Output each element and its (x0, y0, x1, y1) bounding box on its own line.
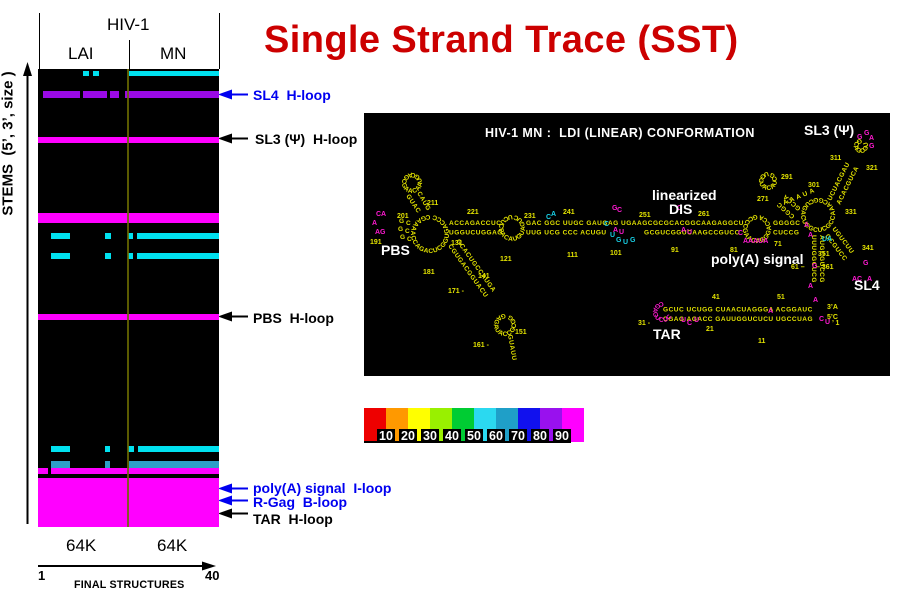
svg-text:linearized: linearized (652, 187, 717, 203)
svg-text:141: 141 (478, 273, 490, 280)
svg-text:CA: CA (376, 211, 386, 218)
svg-text:AG: AG (375, 229, 386, 236)
svg-text:321: 321 (866, 165, 878, 172)
svg-text:G: G (612, 205, 618, 212)
svg-text:G: G (857, 134, 863, 141)
svg-text:G: G (398, 226, 404, 233)
svg-text:G: G (863, 260, 869, 267)
svg-text:51: 51 (777, 294, 785, 301)
svg-text:231: 231 (524, 213, 536, 220)
svg-text:UA: UA (822, 236, 832, 243)
svg-text:271: 271 (757, 196, 769, 203)
svg-text:AUGCGUCCG: AUGCGUCCG (818, 235, 825, 283)
svg-text:61 –: 61 – (791, 264, 805, 271)
svg-text:A: A (808, 283, 813, 290)
svg-text:G: G (812, 263, 818, 270)
svg-text:U: U (825, 319, 830, 326)
svg-text:TAR: TAR (653, 326, 681, 342)
svg-text:311: 311 (830, 155, 841, 162)
svg-text:A: A (613, 227, 618, 234)
svg-text:UUUGGCUCG: UUUGGCUCG (810, 235, 817, 283)
svg-text:CUCCG: CUCCG (773, 230, 799, 237)
svg-text:C: C (738, 230, 743, 237)
svg-text:111: 111 (567, 252, 578, 259)
svg-text:G: G (616, 237, 622, 244)
svg-text:G: G (869, 143, 875, 150)
svg-text:U: U (687, 229, 692, 236)
svg-text:G: G (400, 234, 406, 241)
svg-text:251: 251 (639, 212, 651, 219)
svg-text:A: A (804, 222, 809, 229)
svg-text:U: U (610, 232, 615, 239)
svg-text:PBS: PBS (381, 242, 410, 258)
svg-text:181: 181 (423, 269, 435, 276)
svg-text:3’A: 3’A (827, 304, 838, 311)
svg-text:91: 91 (671, 247, 679, 254)
svg-text:351: 351 (818, 251, 830, 258)
svg-text:221: 221 (467, 209, 479, 216)
svg-text:A: A (768, 308, 773, 315)
svg-text:A: A (869, 135, 874, 142)
svg-text:A: A (372, 220, 377, 227)
svg-text:SL3 (Ψ): SL3 (Ψ) (804, 122, 854, 138)
svg-text:C: C (617, 207, 622, 214)
svg-text:A: A (681, 227, 686, 234)
svg-text:171 -: 171 - (448, 288, 465, 295)
svg-text:201: 201 (397, 213, 409, 220)
svg-text:G: G (399, 218, 405, 225)
svg-text:poly(A) signal: poly(A) signal (711, 251, 804, 267)
svg-text:41: 41 (712, 294, 720, 301)
svg-text:C: C (407, 236, 412, 243)
svg-text:21: 21 (706, 326, 714, 333)
svg-text:G: G (630, 237, 636, 244)
svg-text:UGGUCUGGAG: UGGUCUGGAG (449, 230, 503, 237)
svg-text:A: A (551, 211, 556, 218)
svg-text:A: A (813, 297, 818, 304)
svg-text:G: G (864, 130, 870, 137)
svg-text:ACCAGACCUC: ACCAGACCUC (449, 220, 501, 227)
svg-text:191: 191 (370, 239, 382, 246)
svg-text:A: A (867, 276, 872, 283)
svg-text:151: 151 (515, 329, 527, 336)
svg-text:HIV-1 MN : LDI (LINEAR) CONFO: HIV-1 MN : LDI (LINEAR) CONFORMATION (485, 126, 755, 140)
svg-text:C: C (546, 214, 551, 221)
svg-text:101: 101 (610, 250, 622, 257)
svg-text:C: C (677, 205, 682, 212)
svg-text:U: U (694, 317, 699, 324)
svg-text:5’C: 5’C (827, 314, 838, 321)
svg-text:GCUC UCUGG CUAACUAGGGA ACGGAUC: GCUC UCUGG CUAACUAGGGA ACGGAUC (663, 307, 813, 314)
svg-text:291: 291 (781, 174, 793, 181)
svg-text:DIS: DIS (669, 201, 692, 217)
svg-text:C: C (819, 316, 824, 323)
svg-text:C: C (405, 228, 410, 235)
svg-text:241: 241 (563, 209, 575, 216)
svg-text:A: A (808, 232, 813, 239)
svg-text:301: 301 (808, 182, 820, 189)
svg-text:AAAUA: AAAUA (743, 238, 768, 245)
svg-text:31 -: 31 - (638, 320, 651, 327)
svg-text:81: 81 (730, 247, 738, 254)
svg-text:261: 261 (698, 211, 710, 218)
svg-text:211: 211 (427, 200, 438, 207)
svg-text:C: C (406, 220, 411, 227)
svg-text:131: 131 (451, 240, 463, 247)
svg-text:U: U (623, 239, 628, 246)
svg-text:CGAG AGACC GAUUGGUCUCU UGCCUAG: CGAG AGACC GAUUGGUCUCU UGCCUAG (663, 316, 813, 323)
svg-text:C: C (687, 320, 692, 327)
svg-text:71: 71 (774, 241, 782, 248)
svg-text:C: C (604, 221, 609, 228)
svg-text:’ 1: ’ 1 (832, 320, 840, 327)
svg-text:341: 341 (862, 245, 874, 252)
svg-text:161 -: 161 - (473, 342, 490, 349)
svg-text:SL4: SL4 (854, 277, 880, 293)
svg-text:GGGGC: GGGGC (773, 220, 800, 227)
svg-text:U: U (681, 317, 686, 324)
svg-text:– 361: – 361 (816, 264, 834, 271)
svg-text:121: 121 (500, 256, 512, 263)
svg-text:AC: AC (852, 276, 862, 283)
svg-text:U: U (619, 229, 624, 236)
svg-text:11: 11 (758, 338, 766, 345)
svg-text:331: 331 (845, 209, 857, 216)
